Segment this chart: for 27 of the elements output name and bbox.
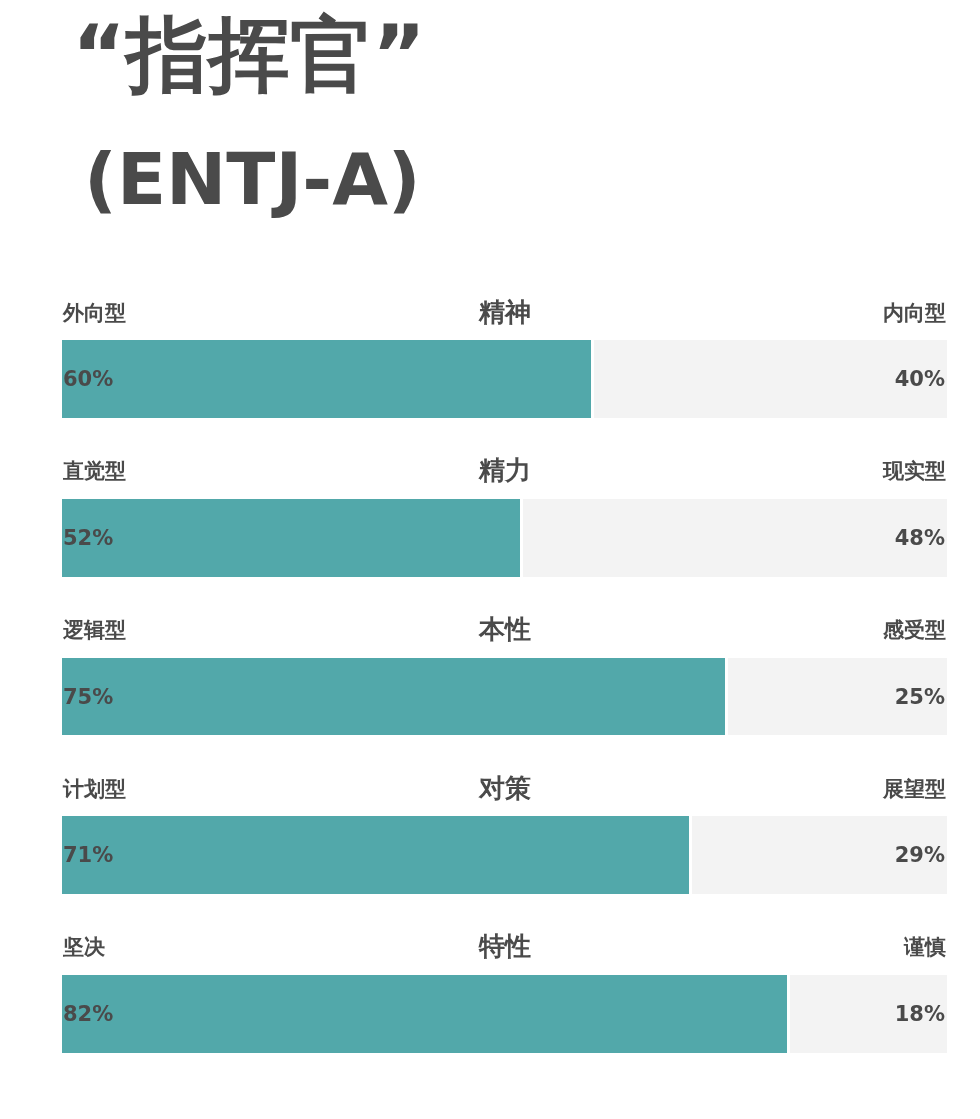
data-label: 40% [894, 367, 945, 392]
data-label: 29% [894, 843, 945, 868]
y-tick-label: 对策 [478, 773, 531, 803]
data-label: 75% [63, 684, 114, 709]
data-label: 71% [63, 843, 114, 868]
annotation: 直觉型 [62, 459, 126, 483]
data-label: 18% [894, 1001, 945, 1026]
data-label: 60% [63, 367, 114, 392]
annotation: 展望型 [882, 777, 946, 801]
y-tick-label: 本性 [478, 614, 531, 644]
data-label: 52% [63, 525, 114, 550]
annotation: 感受型 [882, 618, 946, 642]
annotation: 现实型 [882, 459, 946, 483]
chart-title: “指挥官” [72, 7, 426, 102]
data-label: 25% [894, 684, 945, 709]
y-tick-label: 特性 [478, 931, 531, 961]
annotation: 计划型 [62, 777, 126, 801]
chart-subtitle: (ENTJ-A) [84, 137, 421, 221]
data-label: 48% [894, 525, 945, 550]
data-label: 82% [63, 1001, 114, 1026]
annotation: 谨慎 [903, 935, 946, 959]
annotation: 外向型 [62, 301, 126, 325]
y-tick-label: 精神 [478, 297, 531, 327]
y-tick-label: 精力 [478, 455, 531, 485]
annotation: 内向型 [883, 301, 946, 325]
annotation: 逻辑型 [62, 618, 126, 642]
annotation: 坚决 [62, 935, 105, 959]
